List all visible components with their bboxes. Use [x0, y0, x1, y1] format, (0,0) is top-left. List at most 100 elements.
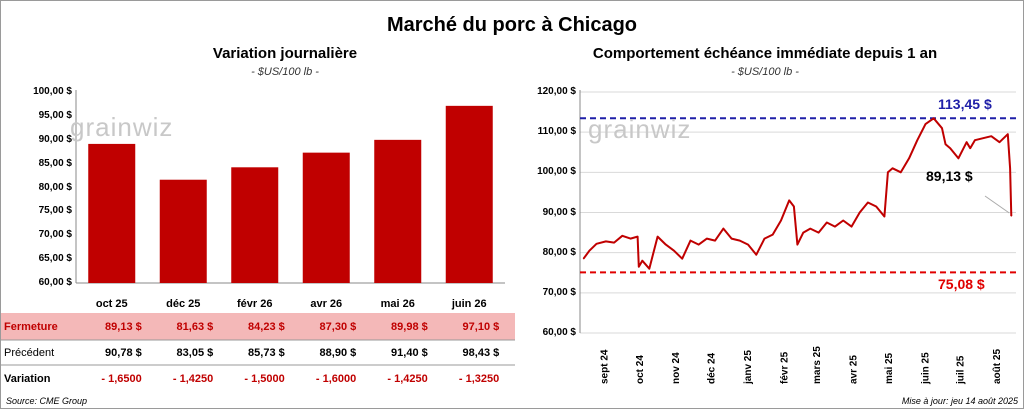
y-tick-label: 65,00 $ — [38, 253, 72, 265]
y-tick-label: 70,00 $ — [38, 229, 72, 241]
lower-reference-label: 75,08 $ — [938, 276, 985, 292]
price-point — [665, 244, 667, 246]
x-tick-label: juin 25 — [920, 352, 931, 385]
price-point — [826, 221, 828, 224]
price-point — [1007, 133, 1009, 135]
y-tick-label: 100,00 $ — [33, 86, 72, 97]
price-point — [698, 244, 700, 246]
x-tick-label: mai 25 — [884, 352, 895, 384]
x-tick-label: août 25 — [992, 349, 1003, 384]
fermeture-value: 81,63 $ — [176, 321, 214, 333]
bar-4 — [374, 139, 422, 283]
price-point — [731, 238, 733, 240]
price-point — [629, 238, 632, 240]
last-price-label: 89,13 $ — [926, 168, 973, 184]
x-category-label: févr 26 — [237, 298, 273, 310]
fermeture-value: 89,98 $ — [391, 321, 428, 333]
price-point — [681, 258, 683, 260]
price-point — [966, 141, 968, 143]
price-point — [613, 242, 615, 244]
price-point — [605, 240, 607, 243]
left-chart-title: Variation journalière — [212, 45, 358, 62]
price-point — [588, 250, 591, 252]
row-label-precedent: Précédent — [4, 347, 55, 359]
price-point — [998, 141, 1001, 143]
price-point — [908, 157, 910, 159]
price-point — [656, 236, 659, 238]
precedent-value: 83,05 $ — [176, 347, 214, 359]
price-point — [802, 231, 804, 234]
precedent-value: 90,78 $ — [105, 347, 142, 359]
precedent-value: 98,43 $ — [462, 347, 500, 359]
price-point — [641, 260, 643, 262]
price-point — [809, 227, 811, 230]
right-chart-title: Comportement échéance immédiate depuis 1… — [592, 45, 938, 62]
price-point — [859, 211, 861, 214]
x-tick-label: nov 24 — [671, 352, 682, 384]
bar-2 — [231, 167, 279, 283]
y-tick-label: 110,00 $ — [537, 126, 576, 138]
fermeture-value: 87,30 $ — [319, 321, 357, 333]
x-tick-label: sept 24 — [600, 349, 611, 384]
right-chart-unit: - $US/100 lb - — [731, 66, 799, 78]
x-category-label: juin 26 — [451, 298, 487, 310]
y-tick-label: 70,00 $ — [542, 286, 576, 298]
price-point — [638, 266, 640, 268]
y-tick-label: 85,00 $ — [38, 157, 72, 169]
price-point — [842, 219, 844, 222]
price-point — [924, 123, 927, 125]
price-point — [941, 127, 943, 129]
x-tick-label: avr 25 — [849, 355, 860, 384]
price-point — [793, 205, 795, 208]
x-tick-label: janv 25 — [743, 350, 754, 385]
bar-1 — [159, 179, 207, 283]
price-point — [875, 205, 877, 208]
price-point — [1010, 215, 1012, 217]
fermeture-value: 84,23 $ — [248, 321, 285, 333]
precedent-value: 88,90 $ — [319, 347, 357, 359]
source-note: Source: CME Group — [6, 396, 88, 406]
x-tick-label: oct 24 — [635, 355, 646, 384]
y-tick-label: 90,00 $ — [38, 133, 72, 145]
price-point — [780, 219, 782, 222]
price-point — [772, 233, 774, 236]
last-price-leader — [984, 195, 1010, 214]
x-category-label: mai 26 — [380, 298, 415, 310]
price-point — [957, 157, 960, 159]
price-point — [796, 244, 799, 246]
row-label-variation: Variation — [4, 373, 51, 385]
y-tick-label: 95,00 $ — [38, 109, 72, 121]
price-point — [944, 143, 947, 145]
x-category-label: oct 25 — [95, 298, 128, 310]
variation-value: - 1,3250 — [458, 373, 500, 385]
price-point — [673, 250, 675, 252]
fermeture-row-bg — [1, 313, 515, 340]
precedent-value: 85,73 $ — [248, 347, 285, 359]
price-point — [739, 240, 741, 242]
bar-5 — [445, 105, 493, 283]
bar-0 — [88, 143, 136, 283]
left-chart-unit: - $US/100 lb - — [251, 66, 319, 78]
y-tick-label: 80,00 $ — [542, 246, 576, 258]
updated-note: Mise à jour: jeu 14 août 2025 — [901, 396, 1018, 406]
variation-value: - 1,4250 — [172, 373, 214, 385]
y-tick-label: 75,00 $ — [38, 205, 72, 217]
y-tick-label: 60,00 $ — [542, 327, 576, 338]
price-point — [990, 135, 992, 137]
price-point — [949, 147, 951, 149]
y-tick-label: 90,00 $ — [542, 206, 576, 218]
price-point — [974, 139, 976, 141]
price-point — [850, 225, 853, 228]
fermeture-value: 89,13 $ — [105, 321, 142, 333]
price-point — [582, 258, 585, 260]
watermark-left: grainwiz — [70, 112, 174, 142]
price-point — [755, 254, 757, 256]
y-tick-label: 100,00 $ — [537, 166, 576, 178]
price-point — [689, 240, 692, 242]
price-point — [892, 167, 894, 169]
page-title: Marché du porc à Chicago — [386, 14, 638, 36]
row-label-fermeture: Fermeture — [4, 321, 58, 333]
price-point — [933, 117, 935, 119]
price-point — [982, 137, 984, 139]
